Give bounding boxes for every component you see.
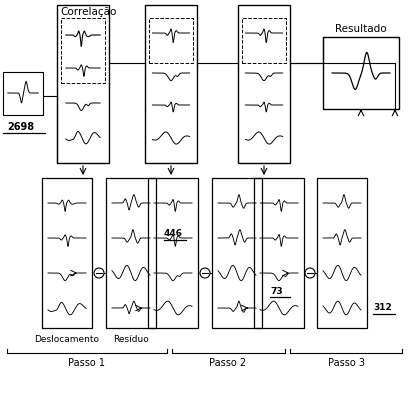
Text: Correlação: Correlação [60,7,117,17]
Circle shape [305,268,315,278]
Bar [106,178,156,328]
Bar [3,72,43,115]
Text: Resíduo: Resíduo [113,336,149,344]
Bar [145,5,197,163]
Bar [42,178,92,328]
Circle shape [200,268,210,278]
Text: Deslocamento: Deslocamento [34,336,99,344]
Text: Passo 1: Passo 1 [68,358,106,368]
Text: 2698: 2698 [7,122,35,132]
Text: 446: 446 [164,229,183,237]
Bar [238,5,290,163]
Text: 73: 73 [270,286,283,296]
Bar [61,18,105,83]
Bar [323,37,399,109]
Circle shape [94,268,104,278]
Text: Passo 2: Passo 2 [209,358,247,368]
Bar [149,18,193,63]
Bar [148,178,198,328]
Bar [254,178,304,328]
Bar [212,178,262,328]
Bar [317,178,367,328]
Text: 312: 312 [373,304,392,312]
Text: Passo 3: Passo 3 [328,358,364,368]
Bar [242,18,286,63]
Bar [57,5,109,163]
Text: Resultado: Resultado [335,24,387,34]
